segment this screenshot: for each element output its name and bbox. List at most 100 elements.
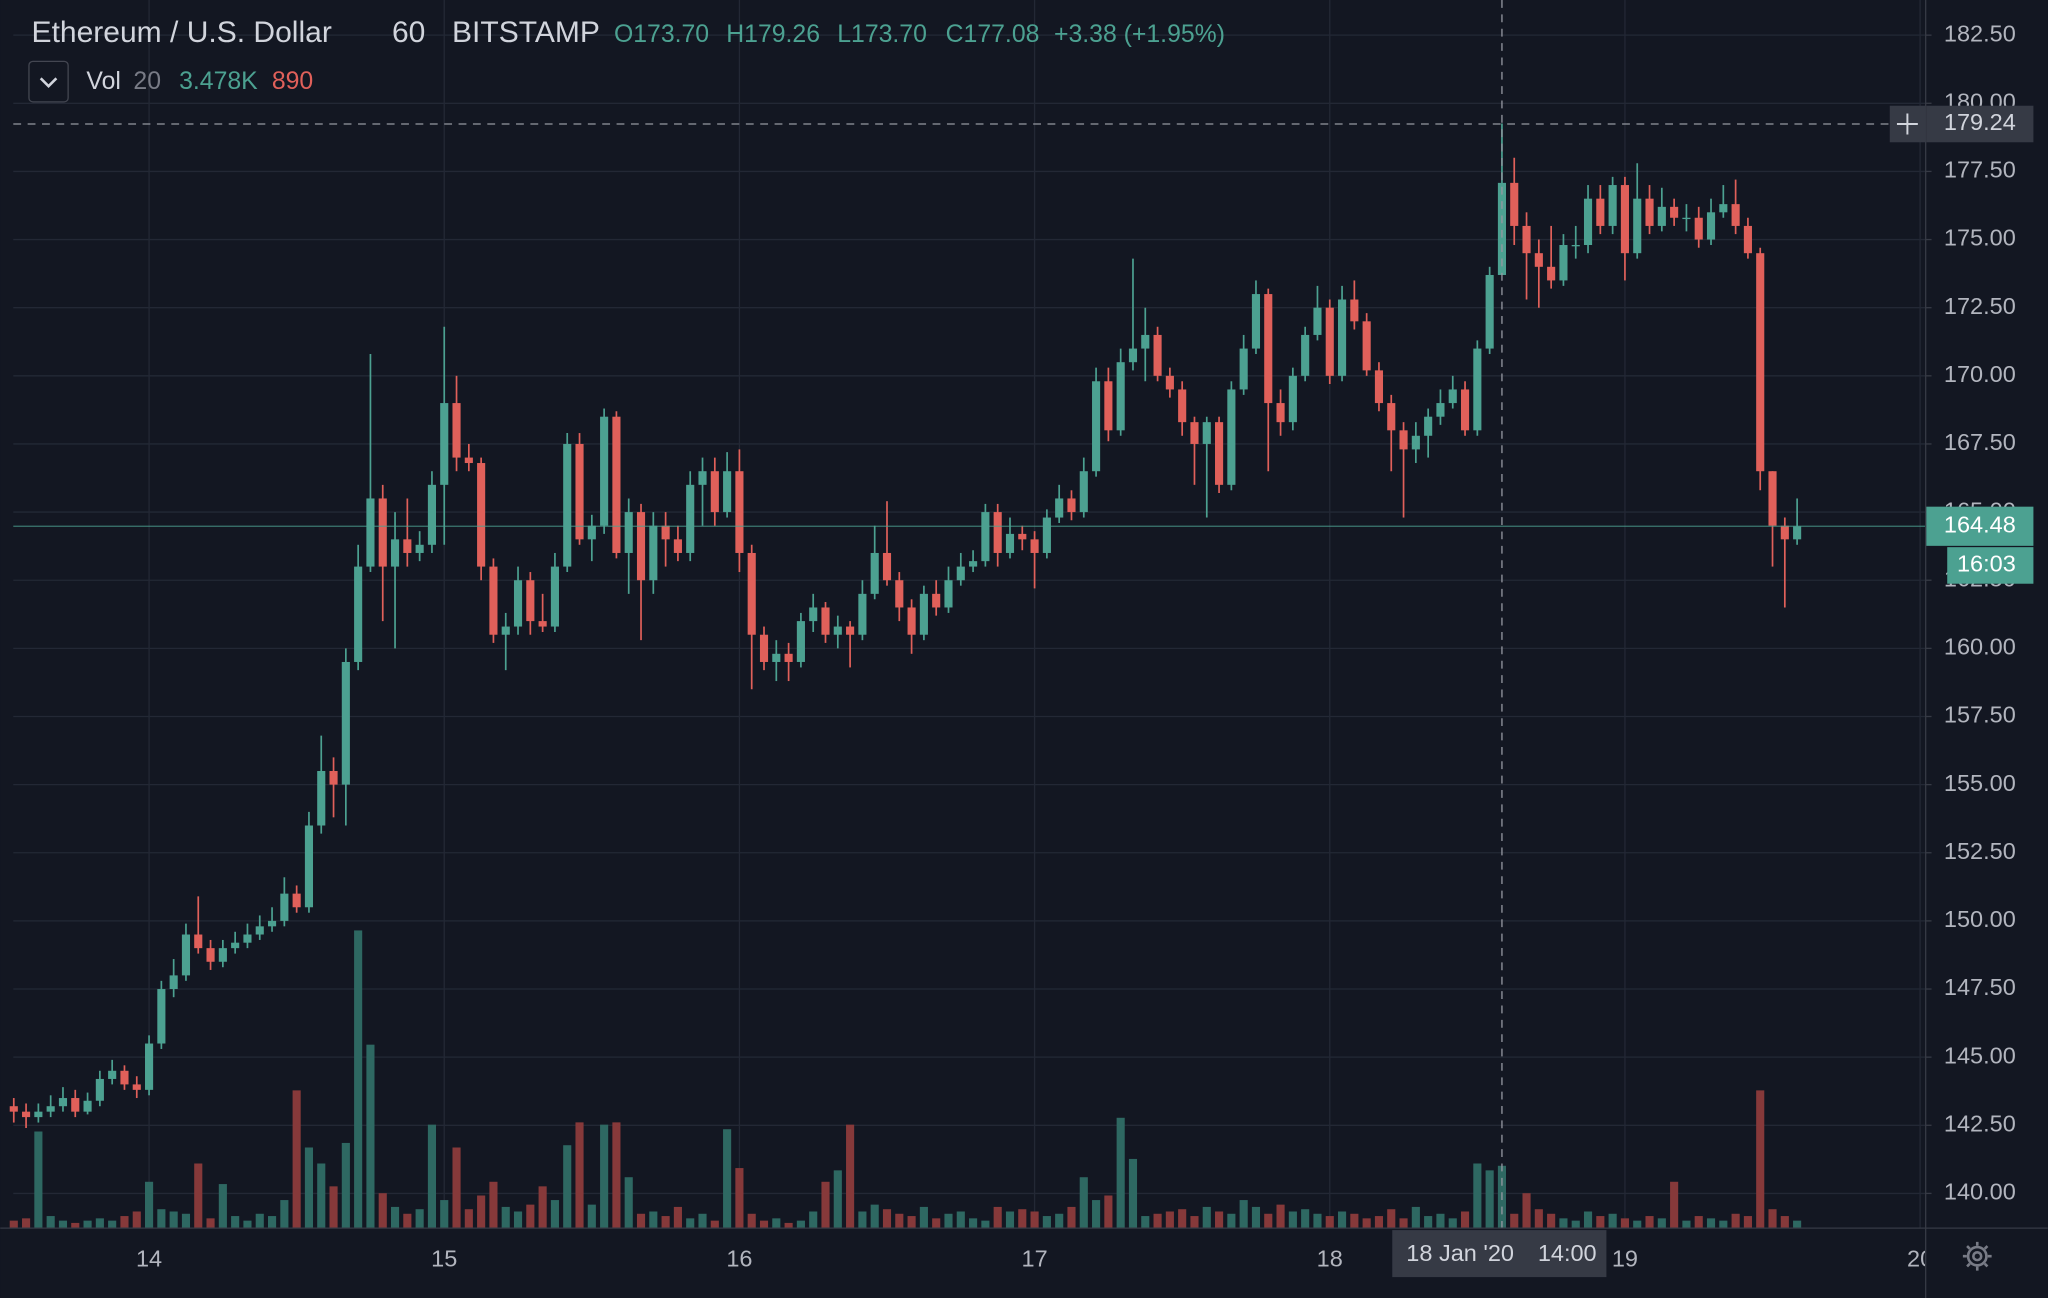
volume-bar — [1719, 1220, 1728, 1228]
candle-body — [1067, 498, 1076, 513]
candle-body — [34, 1111, 43, 1118]
volume-bar — [1473, 1163, 1482, 1228]
volume-bar — [1424, 1216, 1433, 1228]
candle-body — [1276, 403, 1285, 423]
volume-bar — [1301, 1209, 1310, 1228]
candle-body — [477, 463, 486, 567]
volume-bar — [1337, 1211, 1347, 1228]
grid — [13, 0, 1926, 1228]
volume-bar — [981, 1220, 990, 1228]
volume-bar — [34, 1131, 43, 1228]
last-price-label: 164.48 — [1944, 511, 2016, 537]
volume-bar — [390, 1206, 400, 1228]
candle-body — [1005, 533, 1015, 553]
volume-bar — [550, 1200, 559, 1228]
candle-body — [636, 512, 646, 581]
volume-bar — [1682, 1220, 1691, 1228]
candle-body — [1337, 299, 1347, 376]
candle-body — [341, 661, 350, 785]
candle-body — [846, 626, 855, 635]
crosshair-price-label: 179.24 — [1944, 109, 2016, 135]
candle-body — [415, 544, 424, 553]
candle-body — [895, 580, 904, 608]
candle-body — [723, 471, 732, 513]
candle-body — [575, 443, 584, 540]
candle-body — [1239, 348, 1248, 390]
volume-bar — [181, 1213, 191, 1228]
candle-body — [145, 1043, 154, 1090]
volume-bar — [649, 1211, 658, 1228]
candle-body — [1116, 362, 1125, 431]
candle-body — [550, 566, 559, 627]
candle-body — [686, 484, 695, 553]
y-tick-label: 145.00 — [1944, 1042, 2016, 1068]
volume-bar — [723, 1129, 732, 1228]
volume-bar — [22, 1218, 31, 1228]
candle-body — [1325, 307, 1334, 376]
volume-bar — [698, 1213, 707, 1228]
volume-bar — [1141, 1216, 1150, 1228]
x-tick-label: 14 — [136, 1245, 162, 1271]
volume-bar — [1768, 1209, 1777, 1228]
volume-bar — [1596, 1216, 1605, 1228]
volume-bar — [624, 1177, 633, 1228]
crosshair-plus — [1896, 113, 1918, 135]
candle-body — [612, 416, 621, 553]
x-tick-label: 19 — [1612, 1245, 1638, 1271]
candle-body — [809, 607, 818, 622]
candle-body — [1411, 435, 1420, 450]
candle-body — [1633, 198, 1642, 254]
volume-bar — [1559, 1218, 1568, 1228]
volume-bar — [366, 1044, 375, 1228]
candle-body — [1706, 212, 1716, 240]
candle-body — [1055, 498, 1064, 518]
volume-bar — [1350, 1213, 1359, 1228]
volume-bar — [415, 1209, 424, 1228]
settings-icon[interactable] — [1962, 1241, 1992, 1271]
candle-body — [796, 621, 805, 662]
candle-body — [513, 580, 523, 627]
volume-bar — [83, 1220, 92, 1228]
change-value: +3.38 (+1.95%) — [1054, 21, 1225, 48]
volume-bar — [108, 1220, 117, 1228]
candle-body — [772, 653, 781, 662]
candle-body — [157, 989, 166, 1044]
collapse-button[interactable] — [28, 60, 69, 103]
volume-bar — [1227, 1213, 1236, 1228]
candle-body — [243, 934, 252, 943]
volume-bar — [1313, 1213, 1322, 1228]
y-tick-label: 177.50 — [1944, 157, 2016, 183]
volume-bar — [341, 1142, 350, 1228]
candle-body — [1559, 245, 1568, 281]
volume-bar — [1547, 1213, 1556, 1228]
volume-bar — [464, 1209, 473, 1228]
y-tick-label: 142.50 — [1944, 1110, 2016, 1136]
volume-bar — [587, 1204, 596, 1228]
y-tick-label: 175.00 — [1944, 225, 2016, 251]
volume-bar — [403, 1213, 412, 1228]
crosshair-price-box — [1926, 105, 2034, 143]
low-value: L173.70 — [837, 21, 927, 48]
candle-body — [489, 566, 498, 635]
volume-bar — [440, 1200, 449, 1228]
volume-bar — [120, 1216, 129, 1228]
volume-bar — [1190, 1216, 1199, 1228]
candle-body — [194, 934, 203, 949]
volume-bar — [1042, 1216, 1051, 1228]
candle-body — [833, 626, 842, 635]
candle-body — [1682, 217, 1691, 220]
volume-bar — [1178, 1209, 1187, 1228]
volume-bar — [206, 1218, 215, 1228]
candle-body — [1522, 225, 1531, 254]
volume-bar — [526, 1204, 535, 1228]
volume-bar — [833, 1170, 842, 1228]
candle-body — [452, 403, 461, 458]
y-tick-label: 182.50 — [1944, 20, 2016, 46]
candle-body — [1571, 245, 1580, 247]
candle-layer — [9, 123, 1802, 1129]
candle-body — [1128, 348, 1138, 363]
y-tick-label: 147.50 — [1944, 974, 2016, 1000]
candle-body — [1448, 389, 1457, 404]
volume-bar — [673, 1206, 682, 1228]
